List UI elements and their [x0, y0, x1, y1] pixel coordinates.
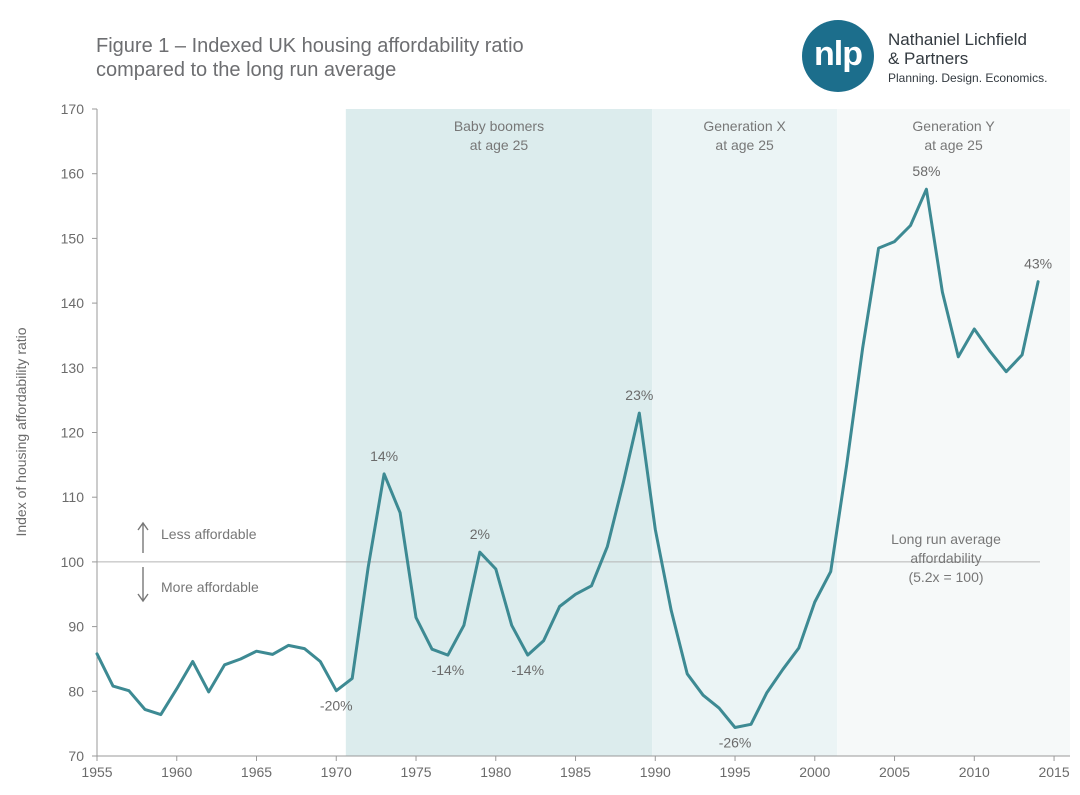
era-label-2-line-1: Generation X: [703, 118, 786, 134]
y-tick-label-140: 140: [61, 295, 85, 311]
y-tick-label-110: 110: [62, 489, 85, 505]
x-tick-label-1990: 1990: [640, 764, 671, 780]
y-tick-label-80: 80: [68, 683, 84, 699]
x-tick-label-2015: 2015: [1038, 764, 1069, 780]
series-line-group: [95, 187, 1040, 729]
more-affordable-label: More affordable: [161, 579, 259, 595]
reference-line-group: Long run average affordability (5.2x = 100…: [97, 521, 1040, 603]
data-label-1989: 23%: [625, 387, 653, 403]
era-bands: Baby boomers at age 25 Generation X at age …: [345, 109, 1070, 756]
nlp-logo-name: Nathaniel Lichfield & Partners: [888, 30, 1027, 68]
x-tick-label-2005: 2005: [879, 764, 910, 780]
era-label-1-line-1: Baby boomers: [454, 118, 544, 134]
affordability-series-line: [95, 187, 1040, 729]
x-tick-label-1995: 1995: [719, 764, 750, 780]
y-axis-label: Index of housing affordability ratio: [13, 327, 29, 536]
nlp-logo-tagline: Planning. Design. Economics.: [888, 71, 1048, 85]
nlp-logo-name-line-1: Nathaniel Lichfield: [888, 30, 1027, 49]
y-tick-label-70: 70: [68, 748, 84, 764]
x-tick-label-2000: 2000: [799, 764, 830, 780]
era-label-1-line-2: at age 25: [470, 137, 529, 153]
nlp-logo-name-line-2: & Partners: [888, 49, 969, 68]
long-run-average-label-line-3: (5.2x = 100): [908, 569, 983, 585]
x-tick-label-1960: 1960: [161, 764, 192, 780]
data-label-1973: 14%: [370, 448, 398, 464]
nlp-logo-mark: nlp: [802, 20, 874, 92]
y-tick-label-120: 120: [61, 425, 85, 441]
era-band-3: [837, 109, 1070, 756]
y-tick-label-130: 130: [61, 360, 85, 376]
x-tick-label-2010: 2010: [959, 764, 990, 780]
y-tick-label-90: 90: [68, 619, 84, 635]
data-label-1977: -14%: [432, 662, 465, 678]
chart-title: Figure 1 – Indexed UK housing affordabil…: [96, 34, 656, 82]
long-run-average-label-line-1: Long run average: [891, 531, 1001, 547]
y-tick-label-170: 170: [61, 101, 85, 117]
axes: 70 80 90 100 110 120 130 140 150 160 170 1955 1960 19…: [61, 101, 1070, 780]
era-label-3-line-1: Generation Y: [912, 118, 995, 134]
x-tick-label-1965: 1965: [241, 764, 272, 780]
arrow-up-icon: [137, 521, 149, 553]
x-tick-label-1975: 1975: [400, 764, 431, 780]
y-tick-label-150: 150: [61, 230, 85, 246]
chart-title-line-1: Figure 1 – Indexed UK housing affordabil…: [96, 35, 524, 57]
data-label-2007: 58%: [912, 163, 940, 179]
data-label-1979: 2%: [470, 526, 490, 542]
data-label-2014: 43%: [1024, 256, 1052, 272]
x-tick-label-1985: 1985: [560, 764, 591, 780]
era-band-2: [652, 109, 838, 756]
data-label-1970: -20%: [320, 698, 353, 714]
x-tick-label-1955: 1955: [81, 764, 112, 780]
x-tick-label-1970: 1970: [321, 764, 352, 780]
less-affordable-label: Less affordable: [161, 526, 257, 542]
data-label-1982: -14%: [511, 662, 544, 678]
data-label-1995: -26%: [719, 735, 752, 751]
nlp-logo: nlp Nathaniel Lichfield & Partners Plann…: [800, 18, 1070, 94]
y-tick-label-160: 160: [61, 166, 85, 182]
era-band-1: [345, 109, 653, 756]
data-labels: -20% 14% -14% 2% -14% 23% -26% 58% 43%: [320, 163, 1052, 750]
long-run-average-label-line-2: affordability: [910, 550, 981, 566]
arrow-down-icon: [137, 567, 149, 603]
x-tick-label-1980: 1980: [480, 764, 511, 780]
y-tick-label-100: 100: [61, 554, 85, 570]
era-label-2-line-2: at age 25: [715, 137, 774, 153]
era-label-3-line-2: at age 25: [924, 137, 983, 153]
chart-title-line-2: compared to the long run average: [96, 59, 397, 81]
